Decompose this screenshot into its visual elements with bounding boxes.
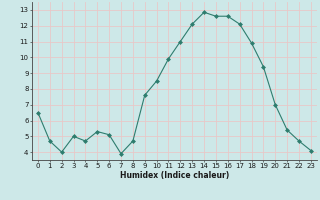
X-axis label: Humidex (Indice chaleur): Humidex (Indice chaleur) (120, 171, 229, 180)
